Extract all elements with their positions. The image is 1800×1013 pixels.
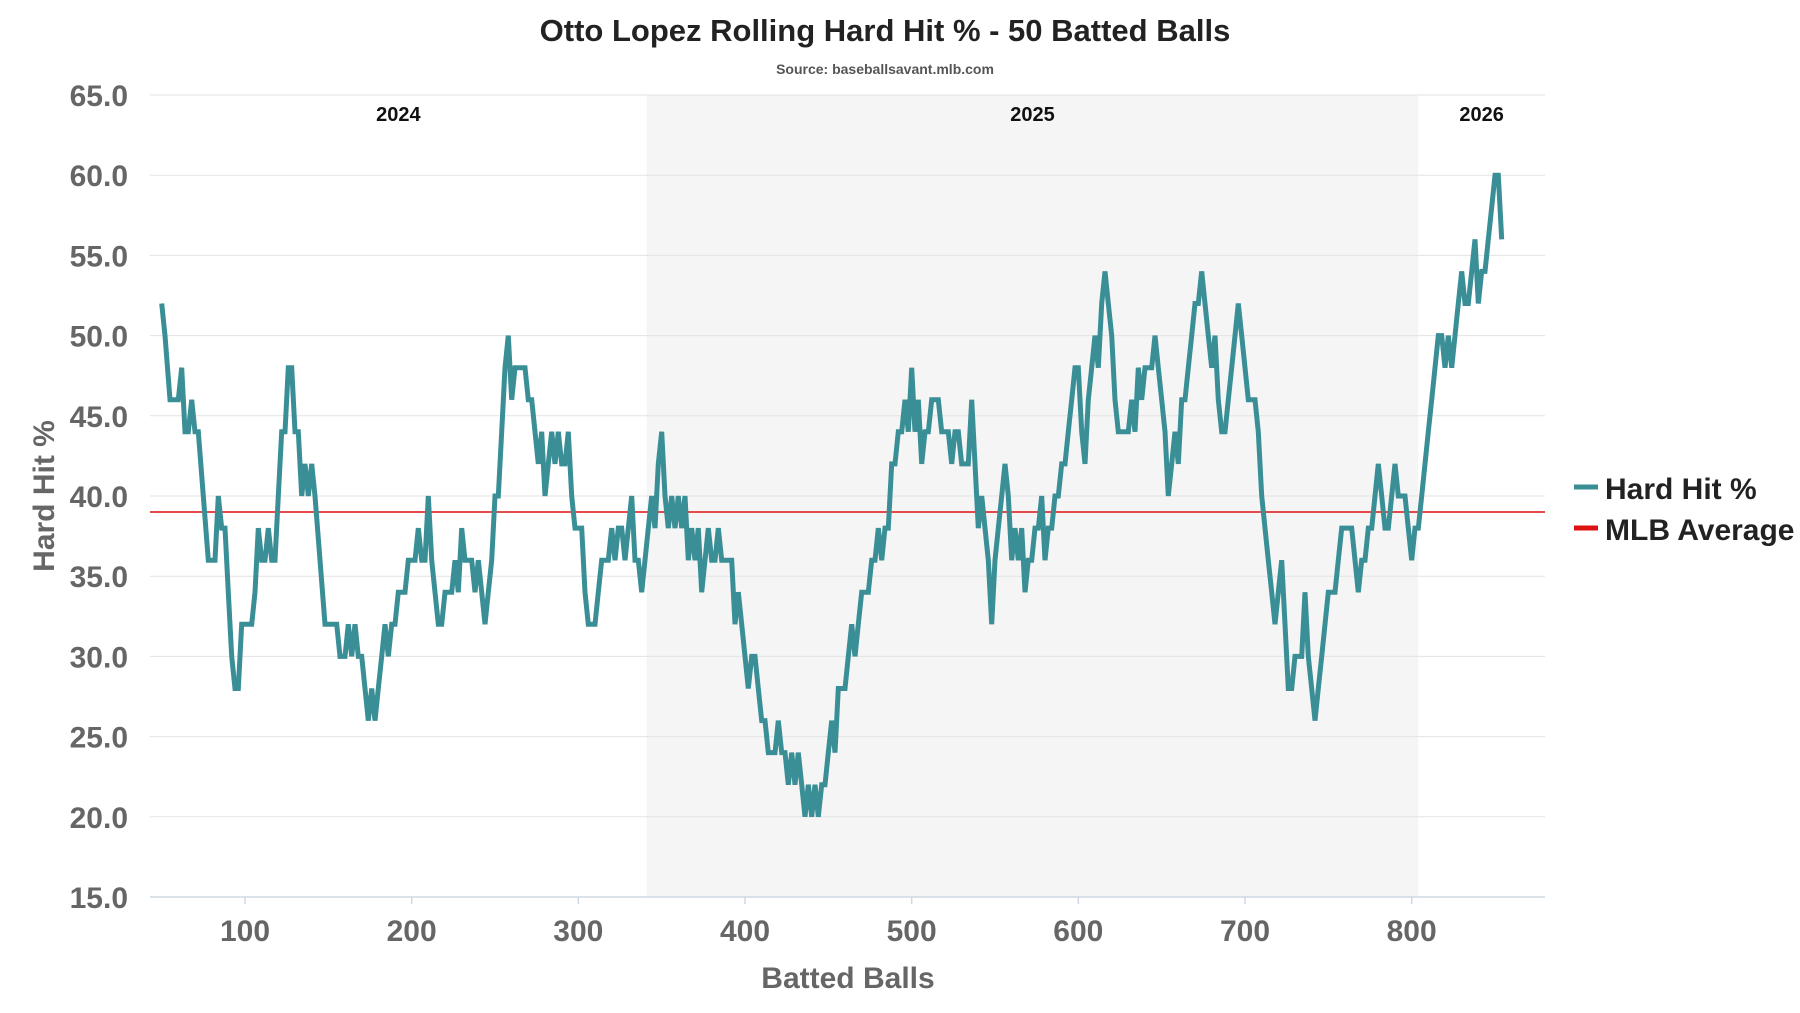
y-tick-label: 25.0	[70, 722, 128, 755]
legend: Hard Hit % MLB Average	[1574, 473, 1795, 547]
season-label-2024: 2024	[376, 104, 421, 126]
axes: 15.0 20.0 25.0 30.0 35.0 40.0 45.0 50.0 55.0 60.0…	[70, 80, 1545, 948]
y-tick-label: 40.0	[70, 481, 128, 514]
chart-subtitle: Source: baseballsavant.mlb.com	[776, 61, 994, 77]
y-tick-label: 50.0	[70, 321, 128, 354]
chart-title: Otto Lopez Rolling Hard Hit % - 50 Batte…	[540, 13, 1231, 48]
y-axis-title: Hard Hit %	[28, 420, 61, 572]
gridlines	[150, 94, 1545, 898]
y-tick-label: 55.0	[70, 240, 128, 273]
x-tick-label: 200	[387, 915, 437, 948]
series-layer	[159, 172, 1505, 818]
y-tick-label: 60.0	[70, 160, 128, 193]
labels: 2024 2025 2026	[376, 104, 1504, 126]
x-tick-label: 300	[553, 915, 603, 948]
season-label-2025: 2025	[1010, 104, 1055, 126]
y-tick-label: 35.0	[70, 561, 128, 594]
x-tick-label: 700	[1220, 915, 1270, 948]
y-tick-label: 45.0	[70, 401, 128, 434]
y-tick-label: 15.0	[70, 882, 128, 915]
x-tick-label: 600	[1053, 915, 1103, 948]
y-tick-label: 30.0	[70, 641, 128, 674]
season-label-2026: 2026	[1459, 104, 1504, 126]
x-axis-title: Batted Balls	[761, 962, 934, 995]
x-tick-label: 100	[220, 915, 270, 948]
legend-label-mlb-average: MLB Average	[1605, 514, 1795, 547]
legend-label-hard-hit: Hard Hit %	[1605, 473, 1757, 506]
x-tick-label: 400	[720, 915, 770, 948]
x-tick-label: 500	[887, 915, 937, 948]
y-tick-label: 20.0	[70, 802, 128, 835]
x-tick-label: 800	[1387, 915, 1437, 948]
y-tick-label: 65.0	[70, 80, 128, 113]
series-line-hard-hit	[159, 172, 1505, 818]
